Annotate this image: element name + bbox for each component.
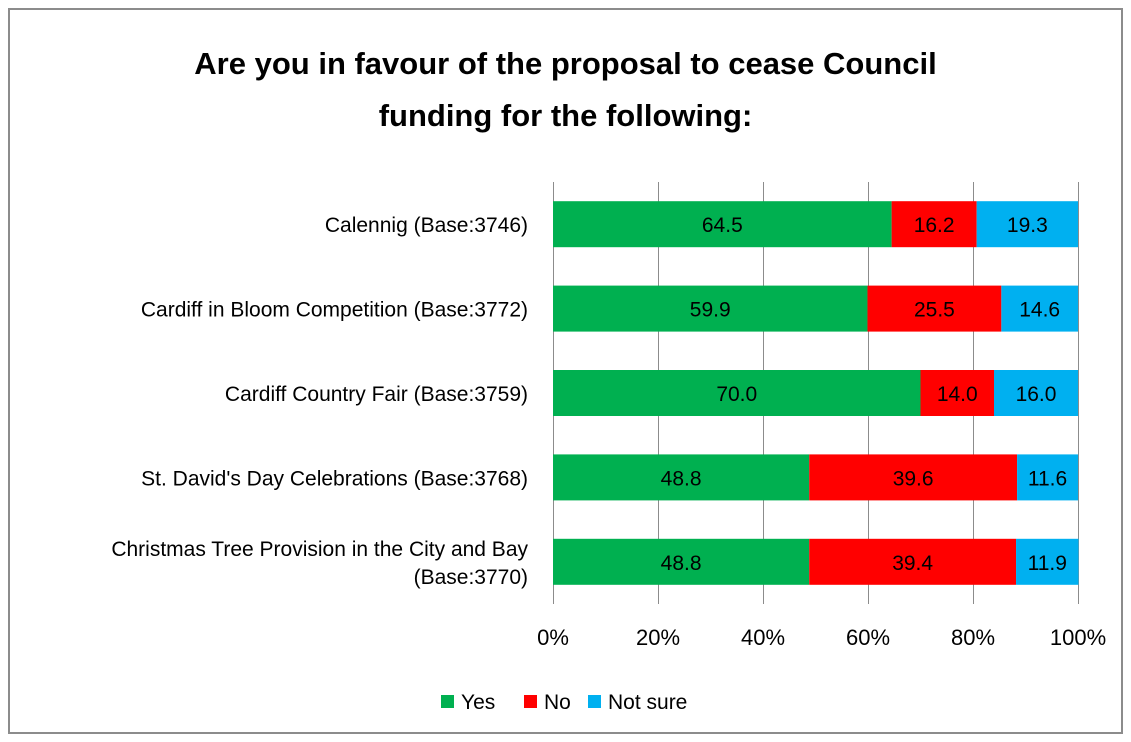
chart-title: Are you in favour of the proposal to cea…: [0, 38, 1131, 142]
data-label: 11.9: [1028, 552, 1067, 575]
data-label: 16.2: [914, 214, 955, 237]
bar-segment-no: [891, 201, 977, 248]
x-tick-label: 40%: [741, 625, 785, 650]
bar-segment-yes: [553, 454, 810, 501]
chart-title-line-1: Are you in favour of the proposal to cea…: [194, 46, 937, 81]
data-label: 39.4: [892, 552, 933, 575]
data-label: 14.6: [1019, 299, 1060, 322]
bar-segment-not-sure: [1001, 285, 1078, 332]
data-label: 16.0: [1016, 383, 1057, 406]
category-label: (Base:3770): [414, 566, 528, 589]
category-label: Cardiff Country Fair (Base:3759): [225, 383, 528, 406]
x-tick-label: 80%: [951, 625, 995, 650]
data-label: 70.0: [716, 383, 757, 406]
category-label: St. David's Day Celebrations (Base:3768): [141, 467, 528, 490]
bar-segment-not-sure: [976, 201, 1078, 248]
bar-segment-no: [809, 538, 1017, 585]
legend-swatch: [441, 695, 454, 708]
x-tick-label: 0%: [537, 625, 569, 650]
bar-segment-no: [867, 285, 1002, 332]
bar-segment-not-sure: [994, 370, 1078, 416]
data-label: 48.8: [661, 552, 702, 575]
category-label: Cardiff in Bloom Competition (Base:3772): [141, 299, 528, 322]
data-label: 11.6: [1028, 467, 1067, 490]
data-label: 48.8: [661, 467, 702, 490]
bar-segment-yes: [553, 285, 868, 332]
x-tick-label: 20%: [636, 625, 680, 650]
data-label: 19.3: [1007, 214, 1048, 237]
legend-swatch: [588, 695, 601, 708]
legend-label: No: [544, 691, 571, 714]
legend-swatch: [524, 695, 537, 708]
category-label: Calennig (Base:3746): [325, 214, 528, 237]
bar-segment-no: [809, 454, 1018, 501]
bar-segment-yes: [553, 538, 810, 585]
bar-segment-no: [920, 370, 994, 416]
data-label: 25.5: [914, 299, 955, 322]
legend-label: Not sure: [608, 691, 687, 714]
bar-segment-not-sure: [1017, 454, 1078, 501]
x-tick-label: 60%: [846, 625, 890, 650]
bar-segment-not-sure: [1016, 538, 1079, 585]
legend-label: Yes: [461, 691, 495, 714]
bar-segment-yes: [553, 370, 921, 416]
data-label: 14.0: [937, 383, 978, 406]
x-tick-label: 100%: [1050, 625, 1106, 650]
chart-title-line-2: funding for the following:: [378, 98, 753, 133]
data-label: 64.5: [702, 214, 743, 237]
category-label: Christmas Tree Provision in the City and…: [111, 538, 528, 561]
data-label: 39.6: [893, 467, 934, 490]
data-label: 59.9: [690, 299, 731, 322]
bar-segment-yes: [553, 201, 892, 248]
